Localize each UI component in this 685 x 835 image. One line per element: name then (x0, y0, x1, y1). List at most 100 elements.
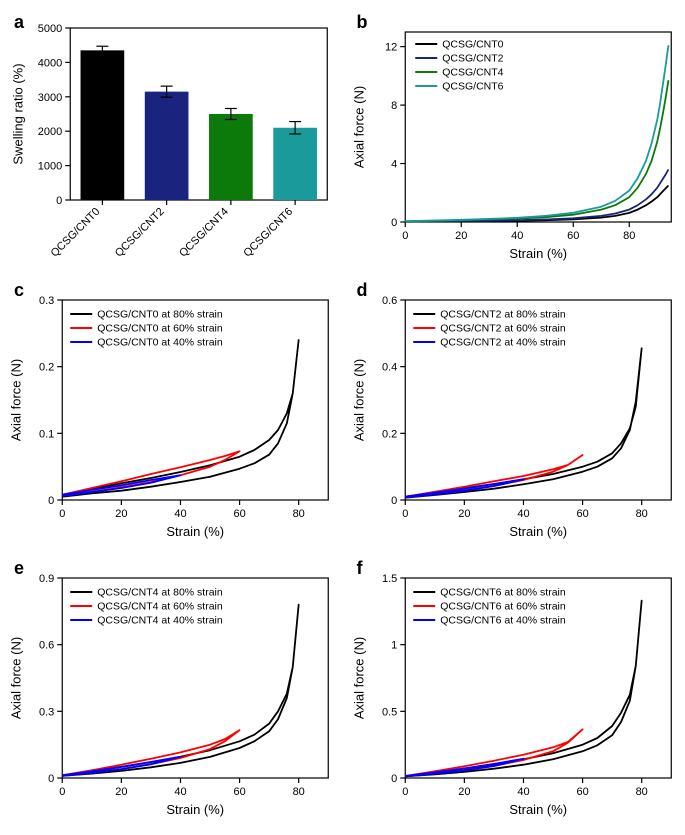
bar-QCSG/CNT2 (145, 92, 189, 200)
svg-text:20: 20 (455, 230, 467, 242)
legend-QCSG/CNT6 at 80% strain: QCSG/CNT6 at 80% strain (440, 587, 566, 599)
svg-text:Axial force (N): Axial force (N) (351, 86, 366, 168)
svg-text:80: 80 (293, 508, 305, 520)
svg-text:5000: 5000 (38, 23, 62, 35)
series-QCSG/CNT2 at 60% strain (405, 455, 582, 497)
svg-text:60: 60 (233, 508, 245, 520)
panel-f-svg: 02040608000.511.5Strain (%)Axial force (… (343, 556, 685, 826)
figure-grid: a 010002000300040005000Swelling ratio (%… (0, 10, 685, 826)
svg-text:40: 40 (174, 786, 186, 798)
svg-text:60: 60 (567, 230, 579, 242)
svg-text:60: 60 (576, 508, 588, 520)
panel-b-svg: 02040608004812Strain (%)Axial force (N)Q… (343, 10, 685, 270)
svg-text:20: 20 (115, 508, 127, 520)
legend-QCSG/CNT6 at 60% strain: QCSG/CNT6 at 60% strain (440, 601, 566, 613)
svg-text:0.2: 0.2 (381, 428, 396, 440)
legend-QCSG/CNT0 at 60% strain: QCSG/CNT0 at 60% strain (97, 323, 223, 335)
legend-QCSG/CNT0: QCSG/CNT0 (442, 39, 503, 51)
legend-QCSG/CNT6: QCSG/CNT6 (442, 81, 503, 93)
svg-text:0.5: 0.5 (381, 706, 396, 718)
svg-text:40: 40 (511, 230, 523, 242)
svg-text:80: 80 (635, 508, 647, 520)
svg-text:Axial force (N): Axial force (N) (8, 359, 23, 441)
svg-text:40: 40 (174, 508, 186, 520)
panel-e-svg: 02040608000.30.60.9Strain (%)Axial force… (0, 556, 343, 826)
svg-text:QCSG/CNT6: QCSG/CNT6 (241, 206, 295, 260)
svg-text:0.6: 0.6 (381, 295, 396, 307)
panel-e-label: e (14, 558, 24, 579)
svg-text:20: 20 (458, 508, 470, 520)
svg-text:40: 40 (517, 786, 529, 798)
legend-QCSG/CNT4 at 80% strain: QCSG/CNT4 at 80% strain (97, 587, 223, 599)
svg-text:2000: 2000 (38, 126, 62, 138)
legend-QCSG/CNT6 at 40% strain: QCSG/CNT6 at 40% strain (440, 615, 566, 627)
svg-text:0.3: 0.3 (39, 295, 54, 307)
svg-text:40: 40 (517, 508, 529, 520)
svg-text:0.3: 0.3 (39, 706, 54, 718)
svg-text:0.2: 0.2 (39, 362, 54, 374)
svg-text:80: 80 (635, 786, 647, 798)
svg-text:Strain (%): Strain (%) (166, 524, 224, 539)
svg-text:20: 20 (115, 786, 127, 798)
svg-text:80: 80 (623, 230, 635, 242)
bar-QCSG/CNT0 (81, 50, 125, 200)
bar-QCSG/CNT6 (273, 128, 317, 200)
svg-text:0: 0 (48, 773, 54, 785)
svg-text:1.5: 1.5 (381, 573, 396, 585)
series-QCSG/CNT4 at 80% strain (62, 605, 298, 776)
panel-d-label: d (357, 280, 368, 301)
svg-text:QCSG/CNT2: QCSG/CNT2 (113, 206, 167, 260)
panel-f-label: f (357, 558, 363, 579)
svg-text:8: 8 (391, 100, 397, 112)
svg-text:0: 0 (59, 786, 65, 798)
panel-a: a 0 1000 2000 3000 4000 5000 Swelling ratio (%… (0, 10, 343, 270)
legend-QCSG/CNT2: QCSG/CNT2 (442, 53, 503, 65)
panel-a-label: a (14, 12, 24, 33)
panel-b-label: b (357, 12, 368, 33)
legend-QCSG/CNT2 at 60% strain: QCSG/CNT2 at 60% strain (440, 323, 566, 335)
svg-text:0.4: 0.4 (381, 362, 396, 374)
panel-b: b 02040608004812Strain (%)Axial force (N… (343, 10, 685, 270)
svg-text:Axial force (N): Axial force (N) (351, 637, 366, 719)
legend-QCSG/CNT2 at 40% strain: QCSG/CNT2 at 40% strain (440, 337, 566, 349)
svg-text:0: 0 (391, 773, 397, 785)
svg-text:Strain (%): Strain (%) (509, 246, 567, 261)
series-QCSG/CNT0 at 80% strain (62, 340, 298, 497)
svg-text:0.6: 0.6 (39, 640, 54, 652)
legend-QCSG/CNT0 at 40% strain: QCSG/CNT0 at 40% strain (97, 337, 223, 349)
svg-text:1000: 1000 (38, 161, 62, 173)
svg-text:12: 12 (385, 42, 397, 54)
panel-e: e 02040608000.30.60.9Strain (%)Axial for… (0, 556, 343, 826)
panel-c: c 02040608000.10.20.3Strain (%)Axial for… (0, 278, 343, 548)
svg-text:20: 20 (458, 786, 470, 798)
legend-QCSG/CNT4: QCSG/CNT4 (442, 67, 503, 79)
svg-text:0: 0 (391, 495, 397, 507)
svg-text:Strain (%): Strain (%) (509, 802, 567, 817)
panel-c-label: c (14, 280, 24, 301)
series-QCSG/CNT0 at 60% strain (62, 451, 239, 496)
legend-QCSG/CNT4 at 40% strain: QCSG/CNT4 at 40% strain (97, 615, 223, 627)
series-QCSG/CNT4 at 60% strain (62, 730, 239, 776)
legend-QCSG/CNT4 at 60% strain: QCSG/CNT4 at 60% strain (97, 601, 223, 613)
svg-text:80: 80 (293, 786, 305, 798)
svg-text:0: 0 (402, 508, 408, 520)
panel-f: f 02040608000.511.5Strain (%)Axial force… (343, 556, 685, 826)
svg-text:60: 60 (576, 786, 588, 798)
panel-d: d 02040608000.20.40.6Strain (%)Axial for… (343, 278, 685, 548)
svg-text:4: 4 (391, 159, 397, 171)
legend-QCSG/CNT2 at 80% strain: QCSG/CNT2 at 80% strain (440, 309, 566, 321)
svg-text:1: 1 (391, 640, 397, 652)
panel-c-svg: 02040608000.10.20.3Strain (%)Axial force… (0, 278, 343, 548)
svg-text:3000: 3000 (38, 92, 62, 104)
svg-text:0: 0 (391, 217, 397, 229)
svg-text:60: 60 (233, 786, 245, 798)
bar-QCSG/CNT4 (209, 114, 253, 200)
svg-text:Strain (%): Strain (%) (166, 802, 224, 817)
svg-text:QCSG/CNT4: QCSG/CNT4 (177, 206, 231, 260)
svg-text:0: 0 (56, 195, 62, 207)
svg-text:4000: 4000 (38, 57, 62, 69)
series-QCSG/CNT2 at 40% strain (405, 479, 523, 497)
series-QCSG/CNT6 at 80% strain (405, 601, 641, 777)
svg-text:Swelling ratio (%): Swelling ratio (%) (10, 63, 25, 164)
svg-text:Axial force (N): Axial force (N) (351, 359, 366, 441)
